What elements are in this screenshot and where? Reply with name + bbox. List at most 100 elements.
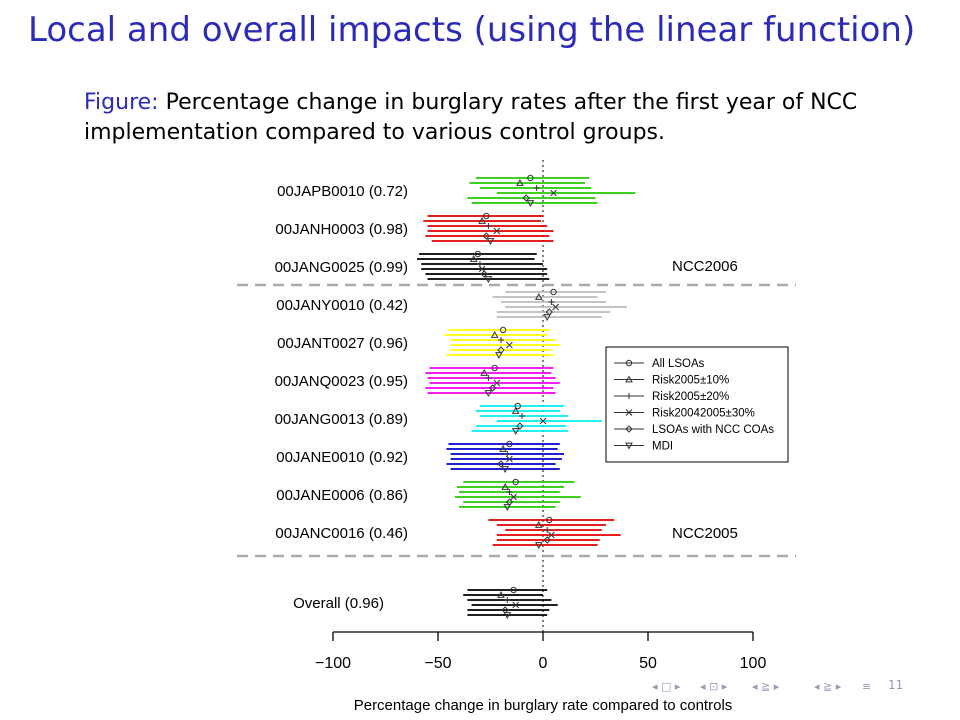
- legend-entry: LSOAs with NCC COAs: [652, 424, 774, 436]
- point-estimate: [480, 368, 489, 376]
- point-estimate: [504, 597, 511, 603]
- figure-caption: Figure: Percentage change in burglary ra…: [84, 88, 934, 148]
- legend-entry: Risk20042005±30%: [652, 408, 755, 420]
- point-estimate: [485, 375, 492, 381]
- legend-entry: MDI: [652, 441, 673, 453]
- legend-marker: [625, 359, 633, 367]
- legend-entry: Risk2005±20%: [652, 391, 729, 403]
- legend-entry: All LSOAs: [652, 358, 705, 370]
- point-estimate: [474, 250, 482, 258]
- point-estimate: [534, 542, 543, 550]
- x-axis-label: Percentage change in burglary rate compa…: [354, 697, 733, 714]
- nav-menu-icon[interactable]: ≡: [862, 680, 872, 693]
- group-label: NCC2005: [672, 525, 738, 542]
- legend-box: [605, 346, 789, 463]
- point-estimate: [506, 440, 513, 448]
- point-estimate: [546, 516, 553, 524]
- nav-section-alt-icon[interactable]: ◂ ≧ ▸: [814, 680, 842, 693]
- point-estimate: [534, 520, 543, 528]
- point-estimate: [478, 216, 486, 224]
- point-estimate: [533, 185, 540, 191]
- legend-marker: [626, 393, 632, 399]
- x-tick-label: −50: [424, 655, 451, 672]
- nav-section-icon[interactable]: ◂ ≧ ▸: [752, 680, 780, 693]
- point-estimate: [469, 254, 478, 262]
- caption-text: Percentage change in burglary rates afte…: [84, 90, 858, 145]
- row-label: 00JANQ0023 (0.95): [275, 373, 408, 390]
- row-label: 00JANG0025 (0.99): [275, 259, 408, 276]
- point-estimate: [510, 493, 517, 501]
- nav-subsection-icon[interactable]: ◂ ⊡ ▸: [700, 680, 728, 693]
- point-estimate: [484, 390, 493, 398]
- point-estimate: [488, 384, 497, 392]
- point-estimate: [484, 276, 493, 284]
- point-estimate: [548, 531, 555, 539]
- nav-prev-next-frame-icon[interactable]: ◂ □ ▸: [652, 680, 681, 693]
- x-tick-label: −100: [315, 655, 351, 672]
- legend-entry: Risk2005±10%: [652, 375, 729, 387]
- point-estimate: [497, 590, 505, 598]
- point-estimate: [503, 612, 512, 620]
- point-estimate: [491, 364, 498, 372]
- row-label: 00JANE0010 (0.92): [276, 449, 408, 466]
- x-tick-label: 100: [740, 655, 767, 672]
- point-estimate: [506, 489, 513, 495]
- point-estimate: [486, 238, 495, 246]
- point-estimate: [498, 337, 504, 343]
- page-number: 11: [888, 678, 904, 692]
- point-estimate: [493, 379, 501, 387]
- point-estimate: [499, 326, 507, 334]
- row-label: 00JANC0016 (0.46): [275, 525, 408, 542]
- legend-marker: [625, 409, 633, 416]
- point-estimate: [482, 232, 491, 240]
- point-estimate: [504, 451, 511, 457]
- point-estimate: [497, 460, 505, 468]
- caption-label: Figure:: [84, 90, 159, 115]
- row-label: 00JANE0006 (0.86): [276, 487, 408, 504]
- legend-marker: [625, 375, 633, 383]
- group-label: NCC2006: [672, 258, 738, 275]
- x-tick-label: 50: [639, 655, 657, 672]
- row-label: 00JAPB0010 (0.72): [277, 183, 408, 200]
- point-estimate: [527, 174, 534, 182]
- point-estimate: [543, 536, 551, 544]
- point-estimate: [511, 406, 520, 414]
- point-estimate: [501, 482, 510, 490]
- point-estimate: [506, 455, 513, 463]
- point-estimate: [506, 341, 513, 349]
- point-estimate: [550, 189, 557, 197]
- point-estimate: [534, 292, 543, 300]
- legend-marker: [625, 425, 633, 433]
- point-estimate: [493, 227, 501, 235]
- x-tick-label: 0: [539, 655, 548, 672]
- row-label: Overall (0.96): [293, 595, 384, 612]
- point-estimate: [526, 200, 535, 208]
- point-estimate: [544, 527, 551, 533]
- point-estimate: [550, 288, 557, 296]
- point-estimate: [503, 504, 512, 512]
- point-estimate: [512, 478, 519, 486]
- point-estimate: [516, 422, 524, 430]
- point-estimate: [483, 212, 490, 220]
- row-label: 00JANY0010 (0.42): [276, 297, 408, 314]
- point-estimate: [519, 413, 525, 419]
- point-estimate: [511, 428, 520, 436]
- point-estimate: [495, 352, 503, 360]
- point-estimate: [510, 586, 517, 594]
- point-estimate: [490, 330, 499, 338]
- point-estimate: [516, 178, 524, 186]
- point-estimate: [480, 270, 488, 278]
- legend-marker: [625, 442, 633, 450]
- point-estimate: [499, 444, 507, 452]
- point-estimate: [514, 402, 521, 410]
- row-label: 00JANG0013 (0.89): [275, 411, 408, 428]
- point-estimate: [548, 299, 555, 305]
- row-label: 00JANH0003 (0.98): [275, 221, 408, 238]
- point-estimate: [501, 466, 510, 474]
- slide-title: Local and overall impacts (using the lin…: [28, 10, 916, 50]
- point-estimate: [552, 303, 559, 311]
- point-estimate: [512, 601, 520, 609]
- point-estimate: [477, 261, 483, 267]
- point-estimate: [543, 314, 552, 322]
